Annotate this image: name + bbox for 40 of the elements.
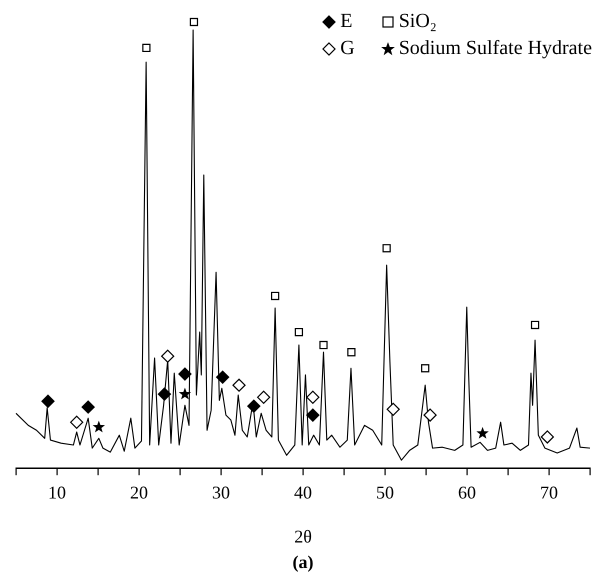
- point: [540, 430, 554, 444]
- x-tick-label: 30: [212, 482, 230, 503]
- text: (a): [292, 552, 314, 572]
- point: [270, 292, 280, 300]
- point: [382, 244, 391, 252]
- point: [190, 18, 198, 26]
- point: [232, 378, 246, 392]
- point: [347, 348, 356, 356]
- point: [424, 408, 437, 422]
- point: [178, 367, 192, 381]
- point: [257, 390, 270, 404]
- point: [386, 402, 400, 416]
- x-tick-label: 40: [294, 482, 312, 503]
- point: [306, 408, 320, 422]
- legend-label: SiO₂: [398, 10, 437, 33]
- point: [142, 44, 151, 52]
- point: [161, 350, 174, 363]
- point: [476, 426, 489, 439]
- legend-label: G: [340, 37, 355, 60]
- point: [158, 388, 172, 401]
- x-axis-title: 2θ: [294, 526, 312, 546]
- point: [319, 340, 328, 350]
- point: [421, 364, 430, 372]
- point: [178, 388, 192, 400]
- x-tick-label: 60: [458, 482, 476, 503]
- point: [70, 416, 84, 429]
- legend-label: E: [340, 10, 352, 33]
- x-tick-label: 10: [48, 482, 66, 503]
- point: [294, 328, 304, 336]
- point: [247, 400, 260, 413]
- point: [82, 400, 95, 414]
- x-tick-label: 50: [376, 482, 394, 503]
- point: [92, 420, 105, 432]
- point: [306, 390, 320, 404]
- point: [41, 394, 55, 408]
- legend-label: Sodium Sulfate Hydrate: [398, 37, 592, 60]
- point: [216, 370, 230, 384]
- x-tick-label: 70: [540, 482, 558, 503]
- x-tick-label: 20: [130, 482, 148, 503]
- point: [530, 320, 540, 330]
